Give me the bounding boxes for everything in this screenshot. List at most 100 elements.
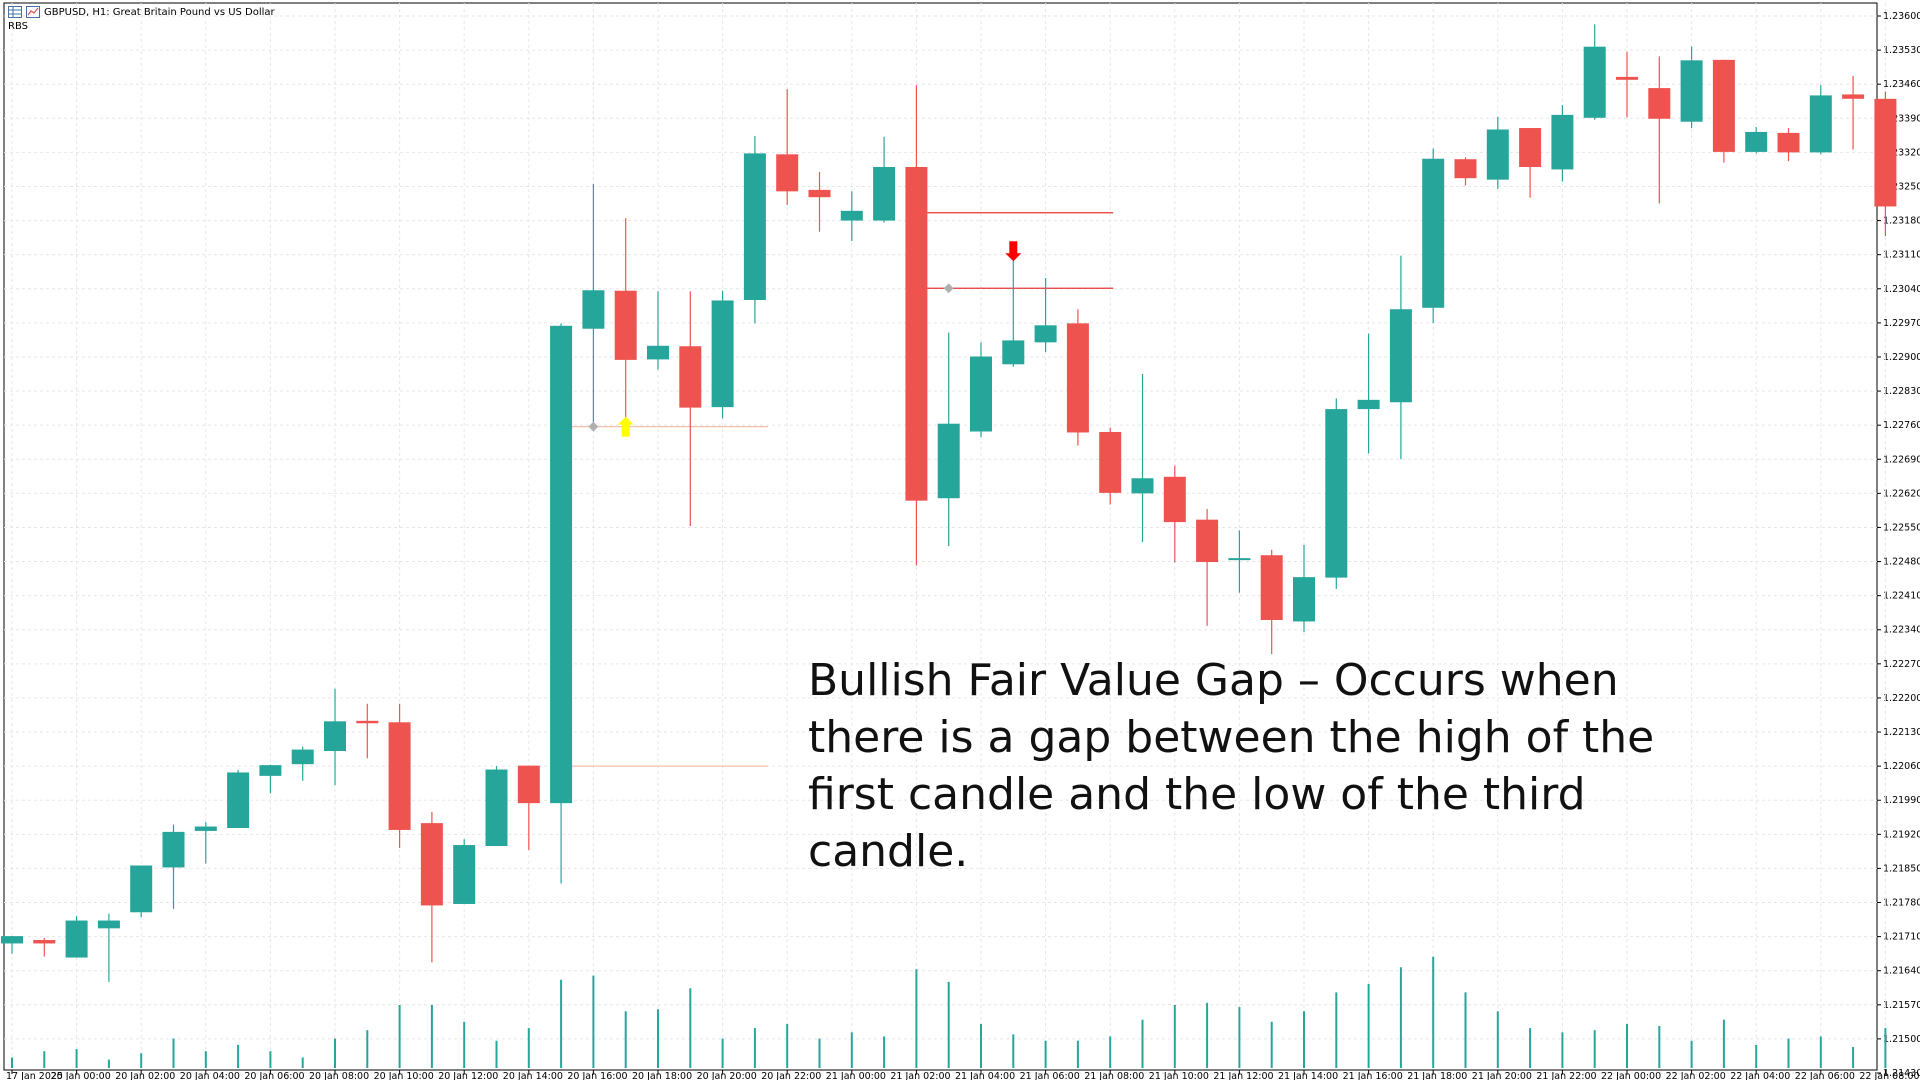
candle [485, 766, 508, 847]
down-arrow-icon [1005, 241, 1022, 262]
candle [1486, 116, 1509, 189]
candle-body [1228, 558, 1251, 561]
candle [647, 291, 669, 370]
candle-body [1583, 46, 1606, 118]
candle-body [1486, 129, 1509, 180]
candle-body [937, 423, 960, 499]
x-tick-label: 21 Jan 00:00 [826, 1071, 886, 1080]
y-tick-label: 1.22690 [1883, 454, 1920, 465]
candle-body [485, 769, 508, 847]
candle [1777, 128, 1800, 162]
y-tick-label: 1.23110 [1883, 250, 1920, 261]
x-tick-label: 20 Jan 18:00 [632, 1071, 692, 1080]
y-tick-label: 1.22410 [1883, 591, 1920, 602]
candle-body [550, 325, 573, 804]
candle [1034, 278, 1057, 353]
x-tick-label: 22 Jan 02:00 [1666, 1071, 1726, 1080]
candle-body [1519, 128, 1542, 167]
y-tick-label: 1.21430 [1883, 1068, 1920, 1079]
grid-icon[interactable] [8, 6, 22, 18]
y-tick-label: 1.21990 [1883, 795, 1920, 806]
y-tick-label: 1.22900 [1883, 352, 1920, 363]
candle [1066, 309, 1089, 446]
candle-body [97, 920, 120, 929]
candle-body [905, 167, 928, 501]
x-tick-label: 20 Jan 00:00 [51, 1071, 111, 1080]
candle [1228, 530, 1251, 593]
candle-body [743, 153, 766, 300]
x-tick-label: 20 Jan 16:00 [567, 1071, 627, 1080]
candle [1712, 59, 1735, 163]
y-tick-label: 1.21780 [1883, 898, 1920, 909]
y-tick-label: 1.23390 [1883, 113, 1920, 124]
candle-body [162, 831, 185, 868]
candle-body [808, 189, 831, 198]
candle-body [517, 765, 540, 804]
y-tick-label: 1.22480 [1883, 557, 1920, 568]
x-tick-label: 21 Jan 14:00 [1278, 1071, 1338, 1080]
candle [1099, 427, 1122, 505]
candle [679, 291, 702, 526]
candle [1163, 465, 1186, 563]
x-tick-label: 22 Jan 06:00 [1795, 1071, 1855, 1080]
candle-body [776, 154, 799, 192]
candle [356, 703, 379, 759]
candle-body [1874, 98, 1897, 207]
y-tick-label: 1.22620 [1883, 488, 1920, 499]
y-tick-label: 1.21710 [1883, 932, 1920, 943]
candle-body [1163, 476, 1186, 523]
candle [1842, 75, 1865, 150]
y-tick-label: 1.22130 [1883, 727, 1920, 738]
candle-body [194, 826, 217, 831]
candle [1325, 398, 1348, 589]
diamond-marker [943, 283, 954, 294]
y-tick-label: 1.22060 [1883, 761, 1920, 772]
x-tick-label: 20 Jan 22:00 [761, 1071, 821, 1080]
candle [227, 770, 250, 828]
candle-body [453, 845, 476, 904]
y-tick-label: 1.23320 [1883, 147, 1920, 158]
y-tick-label: 1.23250 [1883, 181, 1920, 192]
candle [517, 765, 540, 850]
x-tick-label: 21 Jan 10:00 [1149, 1071, 1209, 1080]
candle-body [1357, 399, 1380, 410]
candle [130, 865, 153, 918]
candle-body [291, 749, 314, 765]
candle-body [356, 720, 379, 724]
y-tick-label: 1.22270 [1883, 659, 1920, 670]
candle [1874, 91, 1897, 237]
candle-body [65, 920, 88, 958]
candle-body [1745, 131, 1768, 152]
x-tick-label: 20 Jan 08:00 [309, 1071, 369, 1080]
x-tick-label: 21 Jan 08:00 [1084, 1071, 1144, 1080]
candle-body [1712, 59, 1735, 152]
x-tick-label: 20 Jan 10:00 [374, 1071, 434, 1080]
candle [420, 811, 443, 963]
y-tick-label: 1.22830 [1883, 386, 1920, 397]
diamond-marker [588, 421, 599, 432]
x-tick-label: 21 Jan 02:00 [890, 1071, 950, 1080]
candle [1422, 148, 1445, 323]
chart-icon[interactable] [26, 6, 40, 18]
symbol-title: GBPUSD, H1: Great Britain Pound vs US Do… [44, 6, 275, 18]
candle-body [1066, 323, 1089, 433]
candle [65, 916, 88, 958]
candle [808, 171, 831, 232]
x-tick-label: 21 Jan 18:00 [1407, 1071, 1467, 1080]
candle [259, 764, 282, 794]
candle-body [1260, 555, 1283, 620]
candle-body [1, 936, 23, 944]
y-tick-label: 1.22760 [1883, 420, 1920, 431]
x-tick-label: 20 Jan 14:00 [503, 1071, 563, 1080]
x-tick-label: 21 Jan 20:00 [1472, 1071, 1532, 1080]
candle-body [1809, 95, 1832, 153]
candle [1260, 549, 1283, 655]
candle [776, 89, 799, 205]
candle-body [679, 346, 702, 408]
candle [33, 938, 56, 957]
candle [1680, 46, 1703, 129]
y-tick-label: 1.21570 [1883, 1000, 1920, 1011]
candle [324, 688, 346, 786]
candle-body [647, 345, 669, 360]
